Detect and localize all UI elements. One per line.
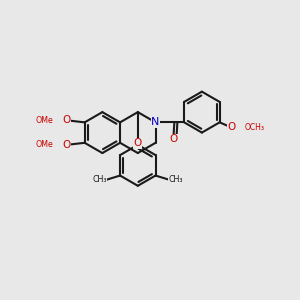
Text: CH₃: CH₃ [169, 175, 183, 184]
Text: O: O [169, 134, 178, 144]
Text: N: N [151, 117, 160, 128]
Text: OMe: OMe [35, 140, 53, 149]
Text: O: O [227, 122, 236, 133]
Text: O: O [62, 140, 71, 150]
Text: OCH₃: OCH₃ [244, 123, 264, 132]
Text: O: O [62, 115, 71, 125]
Text: CH₃: CH₃ [92, 175, 107, 184]
Text: O: O [134, 138, 142, 148]
Text: OMe: OMe [35, 116, 53, 125]
